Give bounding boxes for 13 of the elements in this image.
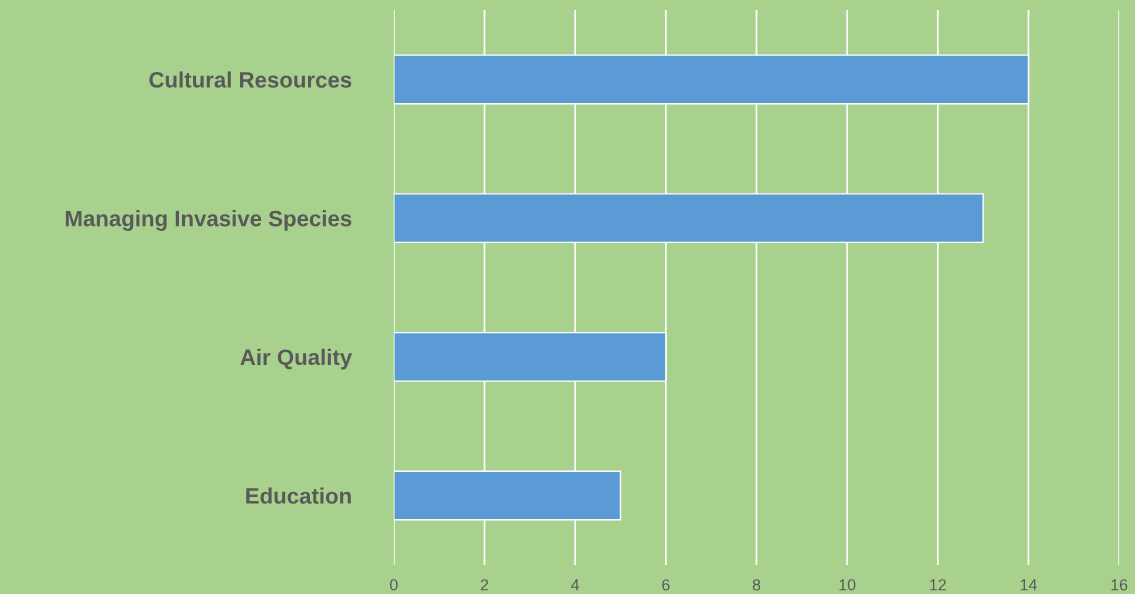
- x-tick-label: 10: [839, 579, 856, 591]
- x-tick-label: 12: [930, 579, 946, 591]
- x-tick-label: 0: [390, 579, 398, 591]
- y-tick-label: Managing Invasive Species: [65, 210, 352, 231]
- x-tick-label: 6: [662, 579, 670, 591]
- x-tick-label: 14: [1020, 579, 1037, 591]
- x-tick-label: 4: [571, 579, 580, 591]
- y-tick-label: Air Quality: [240, 348, 353, 370]
- x-tick-label: 8: [752, 579, 761, 591]
- y-tick-label: Cultural Resources: [149, 71, 352, 88]
- x-tick-label: 16: [1111, 579, 1128, 591]
- x-tick-label: 2: [480, 579, 489, 591]
- y-tick-label: Education: [246, 487, 351, 504]
